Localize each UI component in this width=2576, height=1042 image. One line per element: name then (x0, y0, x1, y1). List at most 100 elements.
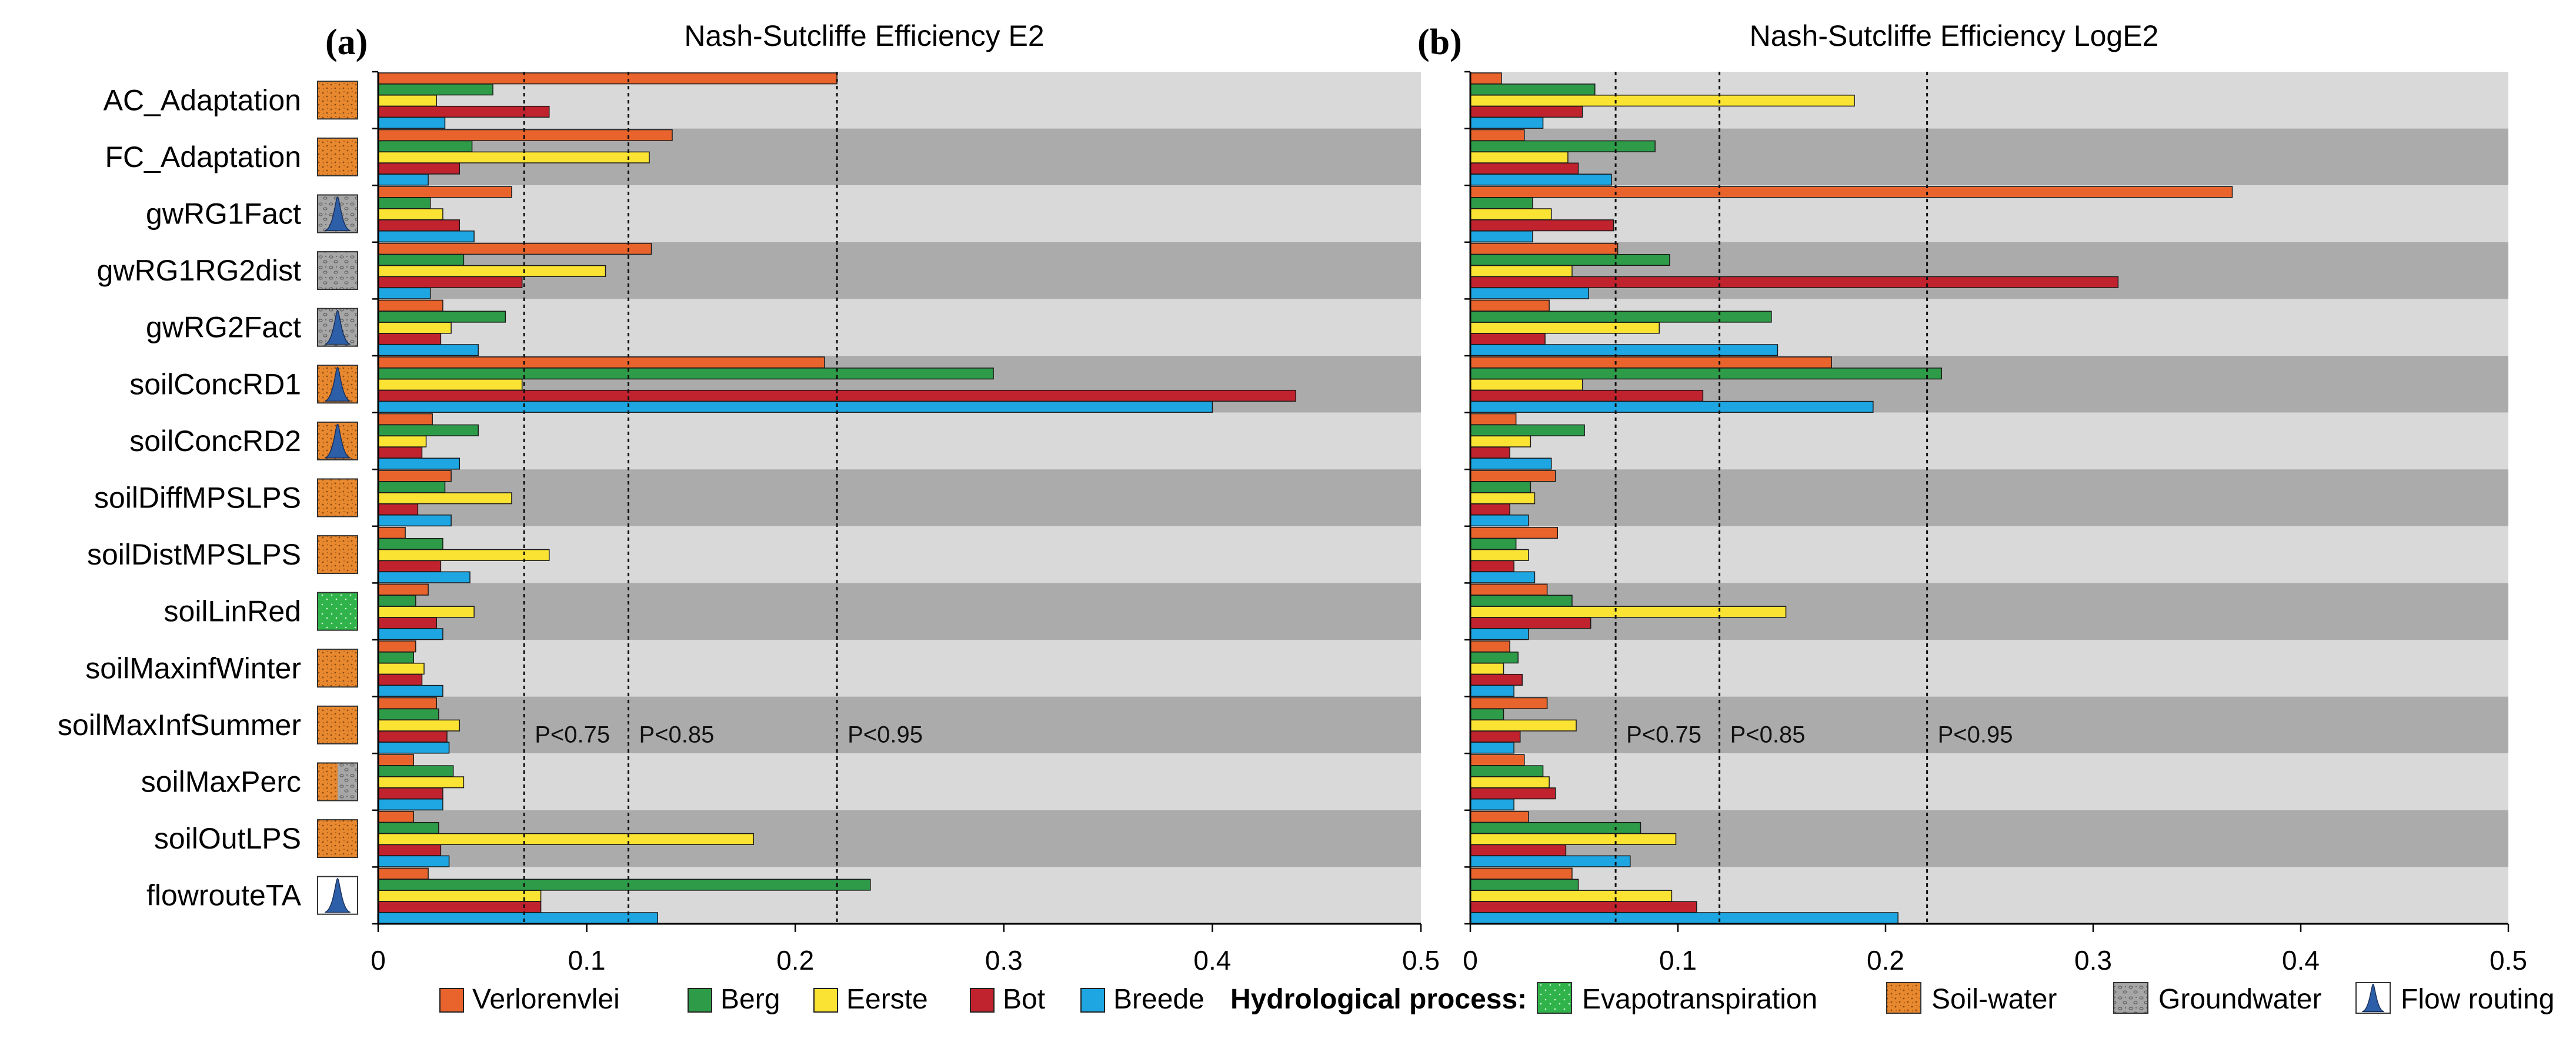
legend-process-flow-routing: Flow routing (2355, 982, 2554, 1015)
bar-bot-soilMaxInfSummer (378, 730, 448, 743)
bar-verlorenvlei-soilDistMPSLPS (1470, 527, 1559, 539)
soil-water-icon (317, 649, 358, 688)
bar-bot-gwRG1Fact (378, 219, 461, 232)
panel-title: Nash-Sutcliffe Efficiency LogE2 (1750, 19, 2159, 52)
bar-bot-soilMaxPerc (1470, 787, 1556, 800)
row-band (378, 299, 1421, 356)
bar-berg-AC_Adaptation (1470, 84, 1596, 96)
threshold-label: P<0.85 (1730, 722, 1806, 748)
bar-bot-soilLinRed (1470, 617, 1591, 629)
legend-swatch (439, 988, 464, 1013)
bar-berg-gwRG1RG2dist (1470, 253, 1670, 266)
bar-berg-soilLinRed (378, 595, 416, 607)
bar-eerste-soilDiffMPSLPS (378, 492, 512, 505)
bar-bot-flowrouteTA (378, 901, 542, 913)
x-tick-label: 0.3 (2074, 945, 2112, 976)
bar-breede-soilLinRed (378, 628, 443, 640)
flow-routing-curve (324, 310, 351, 345)
bar-eerste-soilConcRD1 (1470, 379, 1583, 391)
process-icon (317, 876, 358, 915)
legend-process-title: Hydrological process: (1230, 984, 1527, 1015)
bar-verlorenvlei-soilOutLPS (1470, 811, 1529, 823)
bar-breede-gwRG1Fact (378, 231, 475, 243)
x-tick-label: 0.3 (985, 945, 1023, 976)
bar-breede-soilDiffMPSLPS (378, 515, 452, 527)
threshold-label: P<0.85 (639, 722, 715, 748)
x-tick-label: 0.2 (776, 945, 814, 976)
bar-berg-FC_Adaptation (1470, 140, 1656, 152)
bar-eerste-soilConcRD1 (378, 379, 523, 391)
evapotranspiration-icon (317, 592, 358, 631)
soil-water-half (318, 763, 338, 801)
legend-process-soil-water: Soil-water (1886, 982, 2057, 1015)
row-band (378, 185, 1421, 242)
category-label: soilMaxInfSummer (58, 709, 301, 742)
category-label: soilLinRed (164, 595, 301, 628)
bar-berg-soilMaxInfSummer (1470, 708, 1504, 720)
process-icon (317, 478, 358, 517)
legend-process-icon (2355, 982, 2391, 1014)
x-tick-label: 0 (1463, 945, 1478, 976)
bar-berg-soilMaxPerc (378, 765, 454, 777)
bar-verlorenvlei-gwRG2Fact (378, 299, 443, 312)
threshold-label: P<0.95 (1938, 722, 2013, 748)
bar-berg-soilDiffMPSLPS (1470, 481, 1531, 493)
bar-breede-gwRG2Fact (378, 344, 479, 356)
process-icon (317, 251, 358, 290)
bar-berg-gwRG1Fact (1470, 197, 1533, 209)
bar-verlorenvlei-soilLinRed (378, 583, 429, 596)
bar-breede-gwRG1Fact (1470, 231, 1533, 243)
bar-bot-soilDistMPSLPS (1470, 560, 1514, 572)
bar-eerste-soilMaxinfWinter (1470, 663, 1504, 675)
row-band (378, 526, 1421, 583)
bar-eerste-gwRG1Fact (378, 208, 443, 221)
legend-label: Berg (720, 984, 780, 1015)
bar-bot-soilMaxInfSummer (1470, 730, 1521, 743)
bar-berg-gwRG2Fact (1470, 310, 1772, 323)
bar-eerste-FC_Adaptation (1470, 151, 1569, 163)
bar-bot-soilDiffMPSLPS (1470, 503, 1510, 516)
bar-verlorenvlei-soilMaxinfWinter (378, 640, 416, 653)
bar-eerste-gwRG1RG2dist (1470, 265, 1573, 277)
x-tick-label: 0.5 (1402, 945, 1440, 976)
bar-verlorenvlei-soilMaxPerc (1470, 754, 1525, 766)
bar-verlorenvlei-soilMaxPerc (378, 754, 415, 766)
process-icon (317, 81, 358, 120)
bar-bot-soilConcRD1 (1470, 389, 1704, 402)
category-label: soilDiffMPSLPS (94, 482, 301, 515)
bar-breede-soilDiffMPSLPS (1470, 515, 1529, 527)
legend-swatch (1080, 988, 1105, 1013)
bar-berg-soilDistMPSLPS (378, 537, 443, 550)
flow-routing-curve (324, 366, 351, 402)
legend-process-label: Evapotranspiration (1582, 984, 1817, 1015)
bar-eerste-soilOutLPS (1470, 833, 1677, 845)
panel-b: P<0.75 P<0.85 P<0.95 0 0.1 0.2 0.3 0.4 0.5 Nash-S… (1417, 19, 2527, 976)
legend-swatch (970, 988, 995, 1013)
bar-berg-soilConcRD1 (378, 368, 994, 380)
row-band (378, 412, 1421, 470)
row-band (378, 753, 1421, 810)
panel-a: P<0.75 P<0.85 P<0.95 0 0.1 0.2 0.3 0.4 0.5 Nash-S… (325, 19, 1440, 976)
bar-bot-FC_Adaptation (378, 162, 461, 175)
bar-eerste-gwRG1RG2dist (378, 265, 606, 277)
legend-label: Eerste (846, 984, 928, 1015)
bar-breede-FC_Adaptation (378, 173, 429, 186)
bar-breede-AC_Adaptation (1470, 116, 1544, 129)
bar-breede-soilMaxPerc (378, 799, 443, 811)
process-icon (317, 592, 358, 631)
flow-routing-curve (324, 423, 351, 459)
bar-berg-soilMaxInfSummer (378, 708, 439, 720)
category-label: gwRG2Fact (146, 311, 301, 344)
bar-eerste-soilConcRD2 (378, 435, 427, 447)
icon-frame (317, 762, 358, 801)
bar-verlorenvlei-soilOutLPS (378, 811, 415, 823)
bar-berg-gwRG1Fact (378, 197, 431, 209)
bar-verlorenvlei-gwRG1RG2dist (1470, 243, 1619, 255)
bar-eerste-soilDiffMPSLPS (1470, 492, 1536, 505)
bar-berg-soilConcRD1 (1470, 368, 1943, 380)
bar-breede-gwRG1RG2dist (1470, 287, 1589, 299)
category-label: soilConcRD1 (129, 368, 301, 400)
bar-breede-FC_Adaptation (1470, 173, 1612, 186)
legend-process-label: Soil-water (1931, 984, 2057, 1015)
bar-bot-gwRG2Fact (1470, 333, 1546, 345)
